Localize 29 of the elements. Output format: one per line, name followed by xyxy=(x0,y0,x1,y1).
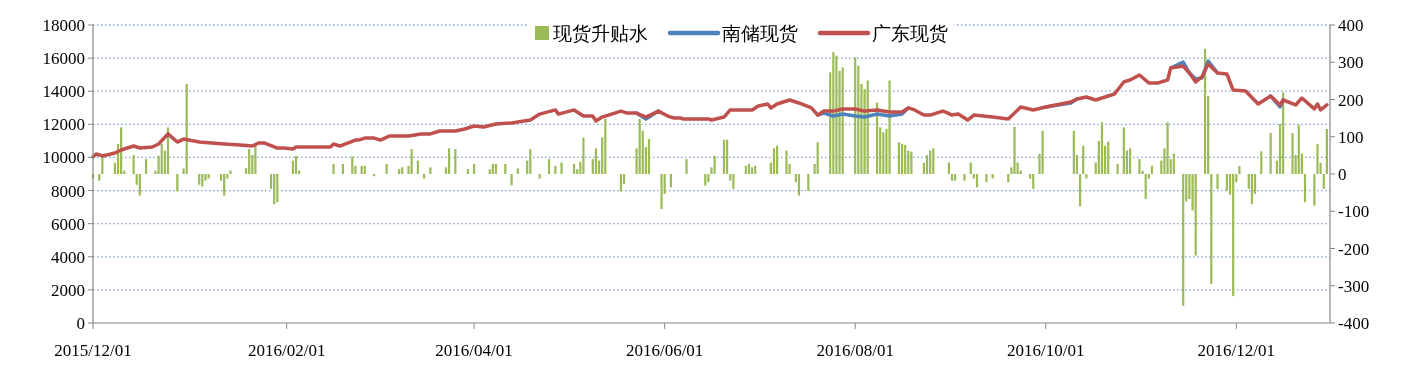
legend-label: 南储现货 xyxy=(722,23,798,44)
y-tick-label: 14000 xyxy=(42,82,85,102)
y-tick-label: 6000 xyxy=(51,214,85,234)
y2-tick-label: -300 xyxy=(1338,276,1370,296)
y-tick-label: 16000 xyxy=(42,49,85,69)
y2-tick-label: -200 xyxy=(1338,239,1370,259)
legend-label: 广东现货 xyxy=(872,23,948,44)
x-tick-label: 2016/02/01 xyxy=(247,341,326,360)
x-tick-label: 2016/06/01 xyxy=(625,341,704,360)
y2-tick-label: 400 xyxy=(1338,16,1364,35)
legend-label: 现货升贴水 xyxy=(553,23,648,44)
y2-tick-label: 200 xyxy=(1338,90,1364,110)
y2-tick-label: -400 xyxy=(1338,314,1370,333)
y-tick-label: 12000 xyxy=(42,115,85,135)
y-tick-label: 2000 xyxy=(51,280,85,300)
y2-tick-label: 300 xyxy=(1338,53,1364,73)
x-tick-label: 2016/10/01 xyxy=(1007,341,1085,360)
y2-tick-label: -100 xyxy=(1338,202,1370,222)
y-tick-label: 8000 xyxy=(51,181,85,201)
y-tick-label: 10000 xyxy=(42,148,85,168)
x-tick-label: 2016/08/01 xyxy=(816,341,894,360)
x-tick-label: 2016/12/01 xyxy=(1197,341,1276,360)
y-tick-label: 4000 xyxy=(51,247,85,267)
y-tick-label: 18000 xyxy=(42,16,85,35)
y2-tick-label: 100 xyxy=(1338,127,1364,147)
x-tick-label: 2015/12/01 xyxy=(54,341,132,360)
y-tick-label: 0 xyxy=(76,314,85,333)
x-tick-label: 2016/04/01 xyxy=(435,341,513,360)
y2-tick-label: 0 xyxy=(1338,165,1347,184)
